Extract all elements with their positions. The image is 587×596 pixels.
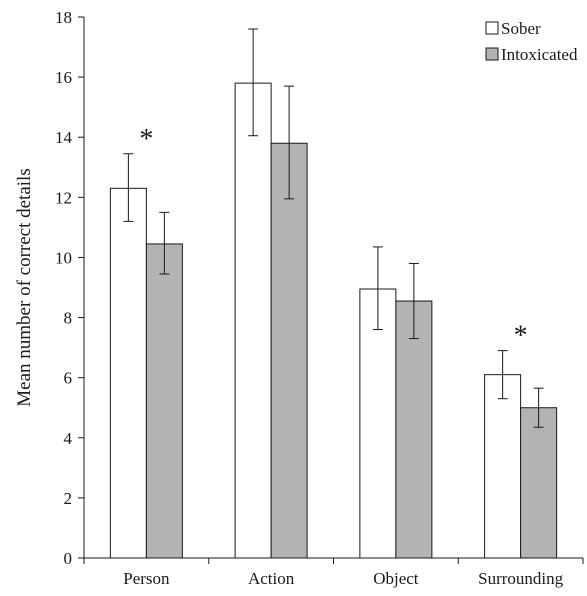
legend-label-intoxicated: Intoxicated (501, 45, 578, 64)
x-category-label: Action (248, 569, 295, 588)
legend-label-sober: Sober (501, 19, 541, 38)
x-category-label: Surrounding (478, 569, 564, 588)
bar-intoxicated-action (270, 142, 308, 559)
y-axis-title: Mean number of correct details (14, 168, 35, 406)
bar-sober-action (234, 82, 272, 559)
bars-layer (109, 82, 558, 559)
labels-layer: Person Action Object Surrounding Mean number… (14, 124, 564, 588)
x-category-label: Person (123, 569, 170, 588)
bar-sober-person (109, 187, 147, 559)
significance-star: * (139, 124, 153, 155)
bar-sober-surrounding (484, 374, 522, 559)
legend-swatch-sober (485, 21, 499, 35)
y-tick-label: 10 (55, 248, 72, 267)
x-category-label: Object (373, 569, 419, 588)
y-tick-label: 4 (64, 429, 73, 448)
y-tick-label: 8 (64, 309, 73, 328)
legend: Sober Intoxicated (485, 19, 578, 64)
legend-swatch-intoxicated (485, 47, 499, 61)
y-tick-label: 14 (55, 128, 73, 147)
significance-star: * (514, 321, 528, 352)
y-tick-label: 12 (55, 188, 72, 207)
y-tick-label: 18 (55, 8, 72, 27)
y-tick-label: 16 (55, 68, 72, 87)
bar-intoxicated-surrounding (520, 407, 558, 559)
y-tick-label: 0 (64, 549, 73, 568)
bar-intoxicated-person (145, 243, 183, 559)
bar-intoxicated-object (395, 300, 433, 559)
y-tick-label: 2 (64, 489, 73, 508)
axes-layer: 0 2 4 6 8 10 12 14 16 18 (55, 8, 584, 568)
y-tick-label: 6 (64, 369, 73, 388)
error-bars-layer (123, 28, 544, 428)
